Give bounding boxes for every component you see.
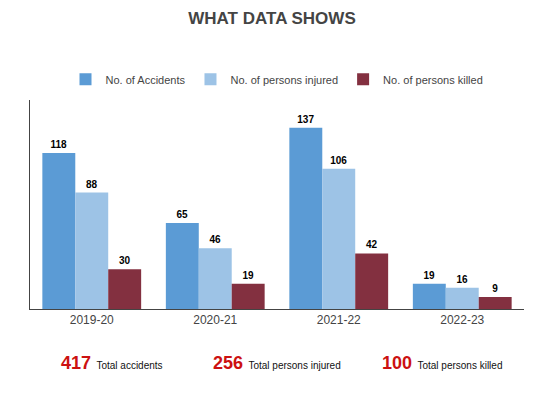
svg-text:2022-23: 2022-23	[440, 313, 484, 327]
svg-text:46: 46	[209, 234, 221, 245]
svg-text:16: 16	[456, 274, 468, 285]
svg-text:65: 65	[177, 209, 189, 220]
svg-text:9: 9	[492, 283, 498, 294]
svg-text:417 Total accidents: 417 Total accidents	[61, 353, 163, 373]
svg-text:30: 30	[119, 255, 131, 266]
svg-text:42: 42	[366, 239, 378, 250]
svg-text:2021-22: 2021-22	[317, 313, 361, 327]
svg-text:19: 19	[242, 270, 254, 281]
svg-text:137: 137	[297, 114, 314, 125]
svg-text:2020-21: 2020-21	[193, 313, 237, 327]
svg-text:No. of persons injured: No. of persons injured	[230, 74, 338, 86]
svg-text:256 Total persons injured: 256 Total persons injured	[213, 353, 341, 373]
svg-text:106: 106	[330, 155, 347, 166]
svg-text:118: 118	[51, 139, 68, 150]
svg-text:No. of Accidents: No. of Accidents	[106, 74, 186, 86]
svg-text:88: 88	[86, 179, 98, 190]
svg-text:No. of persons killed: No. of persons killed	[383, 74, 483, 86]
svg-text:19: 19	[424, 270, 436, 281]
svg-text:100 Total persons killed: 100 Total persons killed	[382, 353, 502, 373]
svg-text:2019-20: 2019-20	[70, 313, 114, 327]
svg-text:WHAT DATA SHOWS: WHAT DATA SHOWS	[188, 9, 355, 28]
